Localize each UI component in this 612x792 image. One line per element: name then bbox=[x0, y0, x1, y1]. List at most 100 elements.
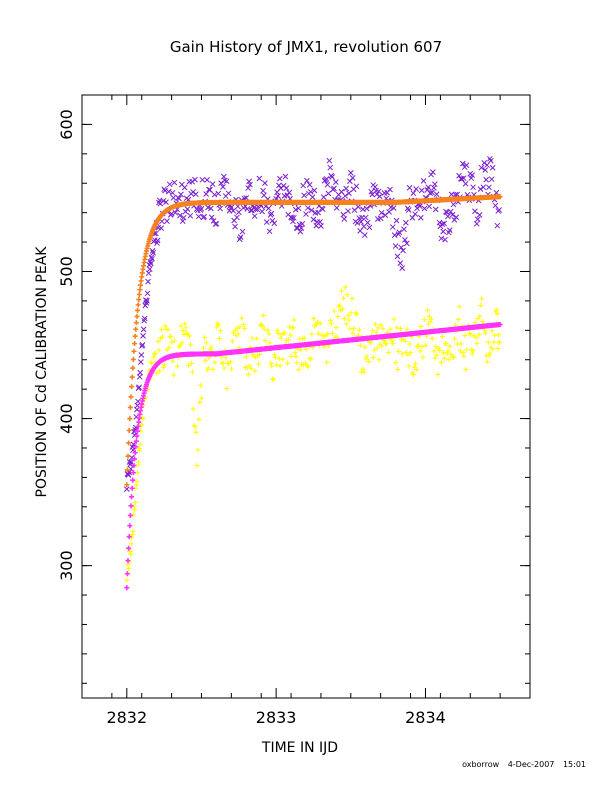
scatter-point-plus bbox=[210, 366, 216, 372]
scatter-point-x bbox=[300, 182, 307, 189]
scatter-point-plus bbox=[216, 335, 222, 341]
scatter-point-x bbox=[417, 203, 423, 210]
fit-point-magenta bbox=[133, 444, 139, 450]
scatter-point-plus bbox=[443, 341, 449, 347]
scatter-point-plus bbox=[341, 316, 347, 322]
scatter-point-x bbox=[441, 220, 447, 227]
scatter-point-x bbox=[327, 164, 334, 171]
scatter-point-plus bbox=[267, 340, 273, 346]
scatter-point-plus bbox=[349, 296, 355, 302]
scatter-point-x bbox=[417, 214, 424, 221]
scatter-point-plus bbox=[420, 354, 426, 360]
scatter-point-plus bbox=[308, 356, 314, 362]
scatter-point-x bbox=[403, 240, 410, 247]
scatter-point-plus bbox=[470, 348, 476, 354]
scatter-point-plus bbox=[423, 342, 429, 348]
scatter-point-plus bbox=[193, 429, 199, 435]
scatter-point-x bbox=[355, 203, 362, 210]
scatter-point-x bbox=[469, 172, 475, 178]
scatter-point-plus bbox=[489, 328, 495, 334]
scatter-point-plus bbox=[436, 345, 442, 351]
scatter-point-x bbox=[166, 181, 173, 188]
scatter-point-x bbox=[349, 175, 356, 181]
scatter-point-x bbox=[271, 220, 278, 227]
scatter-point-x bbox=[221, 177, 228, 184]
scatter-point-plus bbox=[296, 367, 302, 373]
scatter-point-x bbox=[477, 186, 484, 193]
scatter-point-x bbox=[403, 219, 409, 226]
scatter-point-x bbox=[307, 188, 314, 195]
scatter-point-plus bbox=[160, 365, 166, 371]
scatter-point-x bbox=[305, 205, 311, 211]
scatter-point-plus bbox=[262, 338, 268, 344]
scatter-point-x bbox=[181, 184, 188, 191]
scatter-point-plus bbox=[479, 296, 485, 302]
scatter-series bbox=[123, 155, 503, 583]
scatter-point-plus bbox=[162, 323, 168, 329]
y-tick-label: 300 bbox=[57, 550, 76, 581]
scatter-point-plus bbox=[188, 360, 194, 366]
scatter-point-plus bbox=[129, 532, 135, 538]
scatter-point-plus bbox=[455, 317, 461, 323]
scatter-point-plus bbox=[457, 348, 463, 354]
scatter-point-plus bbox=[347, 326, 353, 332]
scatter-point-plus bbox=[495, 332, 501, 338]
scatter-point-plus bbox=[432, 355, 438, 361]
scatter-point-x bbox=[148, 254, 155, 261]
scatter-point-x bbox=[399, 265, 405, 272]
scatter-point-x bbox=[213, 220, 220, 227]
scatter-point-plus bbox=[448, 351, 454, 357]
scatter-point-x bbox=[323, 176, 330, 182]
scatter-point-x bbox=[473, 220, 480, 227]
footer-time: 15:01 bbox=[562, 760, 586, 769]
scatter-point-x bbox=[404, 205, 411, 212]
scatter-point-plus bbox=[363, 356, 369, 362]
scatter-point-x bbox=[247, 181, 253, 188]
scatter-point-plus bbox=[440, 350, 446, 356]
scatter-point-x bbox=[163, 199, 169, 206]
scatter-point-plus bbox=[187, 333, 193, 339]
fit-point-orange bbox=[125, 453, 131, 459]
scatter-point-plus bbox=[373, 329, 379, 335]
scatter-point-x bbox=[361, 232, 368, 238]
scatter-point-x bbox=[483, 176, 489, 183]
scatter-point-plus bbox=[203, 340, 209, 346]
fit-point-orange bbox=[135, 307, 141, 313]
scatter-point-plus bbox=[356, 327, 362, 333]
scatter-point-plus bbox=[220, 360, 226, 366]
fit-point-magenta bbox=[125, 558, 131, 564]
scatter-point-plus bbox=[261, 326, 267, 332]
scatter-point-plus bbox=[223, 355, 229, 361]
scatter-point-x bbox=[149, 255, 155, 262]
scatter-point-x bbox=[333, 179, 339, 185]
scatter-point-x bbox=[148, 260, 154, 267]
scatter-point-plus bbox=[343, 321, 349, 327]
scatter-point-x bbox=[460, 175, 467, 182]
scatter-point-plus bbox=[221, 365, 227, 371]
scatter-point-plus bbox=[340, 306, 346, 312]
scatter-point-plus bbox=[275, 330, 281, 336]
scatter-point-plus bbox=[335, 313, 341, 319]
scatter-point-plus bbox=[290, 325, 296, 331]
scatter-point-plus bbox=[249, 335, 255, 341]
scatter-point-x bbox=[342, 193, 349, 199]
scatter-point-plus bbox=[277, 363, 283, 369]
scatter-point-x bbox=[225, 190, 232, 197]
scatter-point-x bbox=[123, 486, 130, 492]
fit-point-orange bbox=[129, 374, 135, 380]
scatter-point-x bbox=[145, 270, 152, 277]
scatter-point-plus bbox=[397, 325, 403, 331]
scatter-point-x bbox=[195, 213, 202, 220]
scatter-point-plus bbox=[351, 325, 357, 331]
scatter-point-plus bbox=[303, 346, 309, 352]
scatter-point-x bbox=[178, 191, 184, 198]
scatter-point-x bbox=[144, 290, 151, 297]
scatter-point-x bbox=[317, 218, 323, 225]
scatter-point-plus bbox=[334, 334, 340, 340]
scatter-point-x bbox=[425, 184, 432, 191]
scatter-point-plus bbox=[234, 325, 240, 331]
scatter-point-x bbox=[144, 297, 150, 304]
scatter-point-x bbox=[389, 224, 396, 230]
scatter-point-plus bbox=[374, 345, 380, 351]
